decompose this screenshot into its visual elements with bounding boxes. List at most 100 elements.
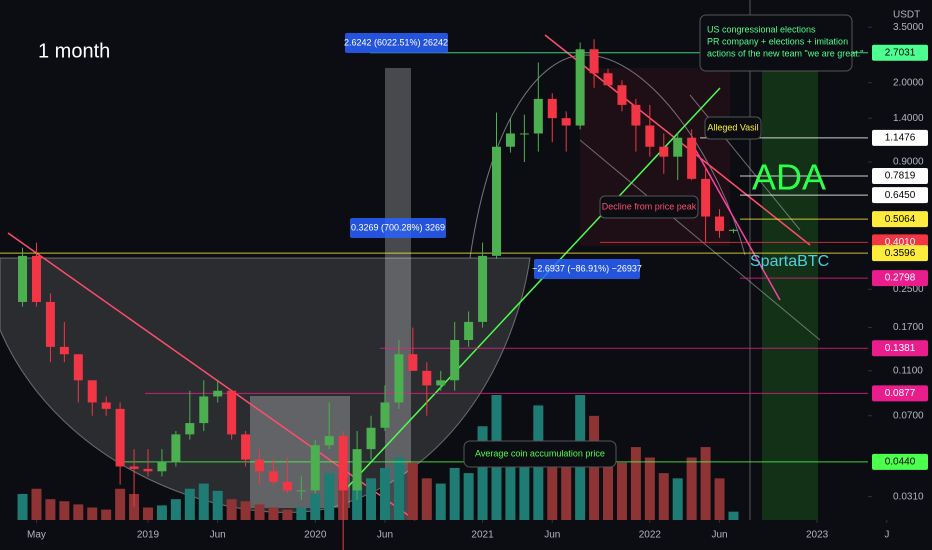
volume-bar [324, 473, 335, 520]
annotations: 1 month USDT 2.6242 (6022.51%) 26242 0.3… [38, 10, 920, 468]
x-tick-label: 2023 [806, 530, 829, 541]
price-level-label: 0.3596 [885, 248, 916, 259]
candle-body [324, 436, 334, 446]
candle-body [478, 255, 488, 322]
plot: 3.5000 2.0000 1.4000 0.9000 0.2500 0.1700 0.11… [0, 22, 928, 550]
volume-bar [519, 447, 530, 520]
channel-line [579, 139, 821, 341]
candle-body [436, 380, 446, 386]
candle-body [645, 125, 655, 147]
candle-body [519, 133, 529, 135]
candle-body [492, 146, 501, 256]
candle-body [715, 216, 725, 231]
candle-body [255, 459, 265, 472]
x-tick-label: 2021 [471, 530, 494, 541]
volume-bar [226, 499, 237, 520]
currency: USDT [893, 10, 920, 21]
callout [699, 14, 853, 72]
volume-bar [547, 447, 558, 520]
measure-band [385, 68, 411, 520]
volume-bar [73, 504, 84, 520]
candle-body [73, 354, 83, 381]
volume-bar [603, 452, 614, 520]
candle-body [352, 449, 362, 491]
trend-line [344, 87, 721, 491]
candle-body [157, 461, 167, 472]
volume-bar [449, 467, 460, 520]
volume-bar [630, 447, 641, 520]
x-tick-label: J [884, 530, 889, 541]
candle-body [673, 137, 683, 157]
volume-bar [143, 507, 153, 520]
y-tick-label: 0.1700 [893, 322, 924, 333]
price-level-tag [872, 245, 928, 262]
price-level-tag [872, 44, 928, 61]
candle-body [185, 423, 195, 435]
candle-body [450, 340, 460, 381]
volume-bar [212, 490, 223, 520]
price-level-tag [872, 168, 928, 185]
price-level-tag [872, 453, 928, 470]
x-tick-label: 2022 [639, 530, 662, 541]
price-level-label: 0.4010 [885, 237, 916, 248]
candle-body [296, 490, 306, 492]
price-level-tag [872, 211, 928, 228]
author: SpartaBTC [750, 253, 829, 270]
volume-bar [463, 473, 474, 520]
volume-bar [45, 499, 56, 520]
candle-body [282, 481, 292, 491]
callout [463, 440, 617, 468]
callout [704, 116, 762, 140]
volume-bar [282, 509, 293, 520]
measure-box [350, 218, 446, 238]
volume-bar [115, 488, 126, 520]
volume-bar [184, 488, 195, 520]
measure-box [534, 259, 640, 279]
candle-body [227, 390, 237, 435]
candle-body [59, 346, 69, 355]
volume-bar [352, 483, 363, 520]
volume-bar [421, 478, 432, 520]
price-level-label: 2.7031 [885, 47, 916, 58]
candle-body [45, 301, 55, 347]
election-zone [762, 50, 818, 520]
volume-bar [379, 467, 390, 520]
candle-body [394, 354, 404, 403]
candle-body [687, 137, 697, 179]
y-tick-label: 0.0700 [893, 410, 924, 421]
candle-body [171, 434, 181, 462]
trend-line [689, 139, 781, 301]
candle-body [422, 370, 432, 386]
price-level-label: 0.1381 [885, 343, 916, 354]
volume-bar [156, 505, 167, 520]
volume-bar [310, 493, 321, 520]
candle-body [603, 73, 613, 86]
candle-body [533, 98, 543, 134]
candle-body [31, 255, 41, 302]
price-level-tag [872, 340, 928, 357]
price-level-label: 0.5064 [885, 214, 916, 225]
measure-box [345, 33, 448, 53]
candle-body [241, 434, 251, 460]
candle-body [101, 402, 111, 409]
y-tick-label: 0.0310 [893, 491, 924, 502]
candle-body [143, 468, 153, 472]
price-level-tag [872, 385, 928, 402]
volume-bar [561, 457, 572, 520]
volume-bar [714, 478, 725, 520]
candle-body [659, 146, 669, 157]
volume-bar [17, 493, 28, 520]
x-tick-label: Jun [711, 530, 727, 541]
y-tick-label: 0.1100 [893, 365, 923, 376]
callout-text: Decline from price peak [602, 201, 697, 211]
candle-body [408, 354, 418, 371]
y-tick-label: 0.9000 [893, 157, 924, 168]
volume-bar [366, 478, 377, 520]
price-level-label: 0.7819 [885, 171, 916, 182]
x-tick-label: 2020 [304, 530, 327, 541]
volume-bar [644, 457, 655, 520]
chart-title: 1 month [38, 40, 110, 62]
price-level-tag [872, 129, 928, 146]
measure-label: −2.6937 (−86.91%) −26937 [532, 263, 642, 273]
